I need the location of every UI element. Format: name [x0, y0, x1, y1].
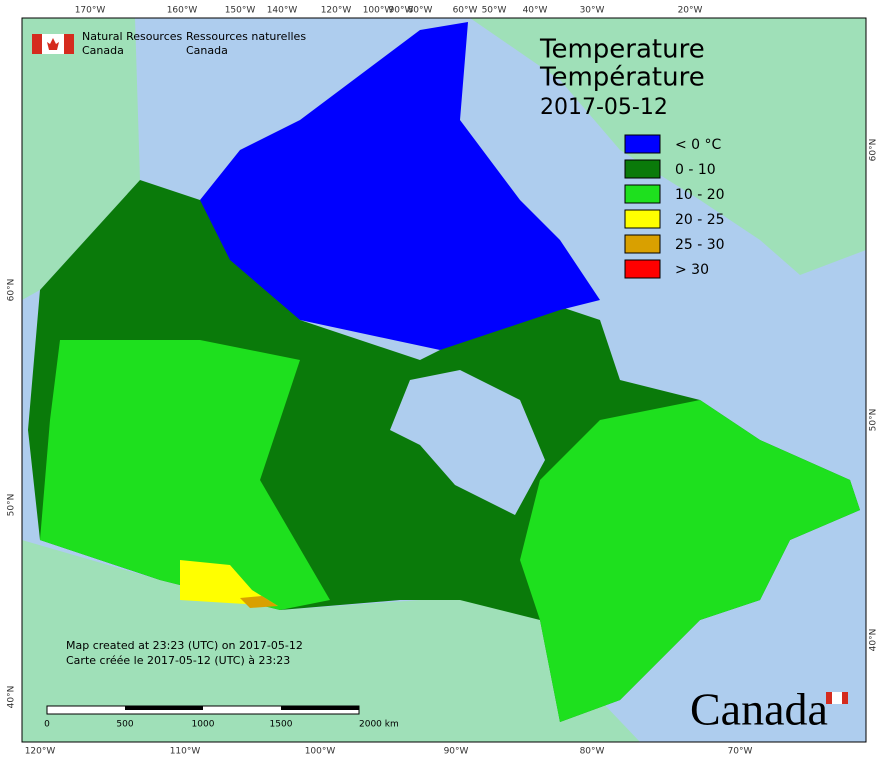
org-en: Natural Resources: [82, 30, 183, 43]
org-fr: Canada: [186, 44, 228, 57]
graticule-label: 70°W: [728, 747, 753, 757]
org-en: Canada: [82, 44, 124, 57]
legend-swatch: [624, 134, 661, 154]
graticule-label: 50°W: [482, 6, 507, 16]
scale-label: 1500: [270, 720, 293, 730]
graticule-label: 50°N: [869, 409, 879, 432]
legend-label: 0 - 10: [675, 162, 716, 178]
zone-25-30: [240, 596, 278, 608]
wordmark-flag: [826, 692, 848, 704]
scale-label: 2000 km: [359, 720, 399, 730]
scale-label: 500: [116, 720, 133, 730]
scale-label: 1000: [192, 720, 215, 730]
alaska-land: [22, 18, 140, 300]
graticule-label: 60°W: [453, 6, 478, 16]
org-fr: Ressources naturelles: [186, 30, 306, 43]
graticule-label: 50°N: [7, 494, 17, 517]
graticule-label: 40°W: [523, 6, 548, 16]
legend-label: 10 - 20: [675, 187, 725, 203]
graticule-label: 90°W: [444, 747, 469, 757]
graticule-label: 20°W: [678, 6, 703, 16]
graticule-label: 60°N: [7, 279, 17, 302]
legend-swatch: [624, 184, 661, 204]
zone-10-20-east: [520, 400, 860, 722]
legend-swatch: [624, 259, 661, 279]
graticule-label: 120°W: [321, 6, 352, 16]
zone-10-20-west: [40, 340, 330, 610]
greenland-land: [470, 18, 866, 275]
map-frame: [21, 17, 867, 743]
scale-segment: [125, 706, 203, 710]
graticule-label: 60°N: [869, 139, 879, 162]
graticule-label: 30°W: [580, 6, 605, 16]
logo-flag: [32, 34, 74, 54]
graticule-label: 100°W: [305, 747, 336, 757]
graticule-label: 140°W: [267, 6, 298, 16]
credit: Map created at 23:23 (UTC) on 2017-05-12: [66, 639, 303, 652]
title: Temperature: [539, 35, 705, 65]
scale-bar: [46, 705, 360, 715]
zone-20-25: [180, 560, 278, 606]
legend-label: 25 - 30: [675, 237, 725, 253]
flag-center: [832, 692, 842, 704]
zone-below-0: [200, 22, 600, 350]
graticule-label: 40°N: [869, 629, 879, 652]
graticule-label: 150°W: [225, 6, 256, 16]
graticule-label: 170°W: [75, 6, 106, 16]
scale-segment: [281, 706, 359, 710]
graticule-label: 120°W: [25, 747, 56, 757]
scale-label: 0: [44, 720, 50, 730]
frame-border: [21, 17, 867, 743]
legend-label: < 0 °C: [675, 137, 722, 153]
graticule-label: 80°W: [408, 6, 433, 16]
legend-swatch: [624, 159, 661, 179]
title: Température: [539, 63, 705, 93]
legend-swatch: [624, 234, 661, 254]
date: 2017-05-12: [540, 95, 668, 120]
graticule-label: 100°W: [363, 6, 394, 16]
flag-bar: [842, 692, 848, 704]
graticule-label: 90°W: [389, 6, 414, 16]
legend-label: > 30: [675, 262, 709, 278]
maple-leaf: [47, 38, 59, 50]
graticule-label: 110°W: [170, 747, 201, 757]
flag-bar: [32, 34, 42, 54]
wordmark: Canada: [690, 684, 828, 735]
graticule-label: 80°W: [580, 747, 605, 757]
legend-swatch: [624, 209, 661, 229]
graticule-label: 160°W: [167, 6, 198, 16]
flag-bar: [826, 692, 832, 704]
hudson-bay: [390, 370, 545, 515]
graticule-label: 40°N: [7, 686, 17, 709]
legend-label: 20 - 25: [675, 212, 725, 228]
credit: Carte créée le 2017-05-12 (UTC) à 23:23: [66, 654, 290, 667]
flag-bar: [64, 34, 74, 54]
